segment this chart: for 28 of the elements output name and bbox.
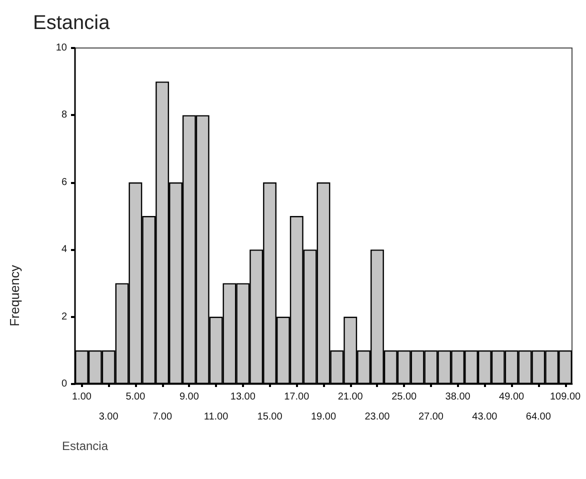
y-tick-label: 0 (61, 378, 68, 390)
y-tick-label: 4 (61, 244, 68, 256)
x-tick-label: 25.00 (392, 392, 418, 402)
x-tick-label: 38.00 (445, 392, 471, 402)
x-tick-label: 43.00 (472, 412, 498, 422)
y-tick-label: 2 (61, 311, 68, 322)
x-tick-label: 17.00 (284, 392, 310, 402)
x-tick-label: 109.00 (550, 392, 582, 402)
x-tick-label: 11.00 (204, 412, 229, 422)
x-tick-label: 7.00 (152, 412, 172, 422)
x-tick-label: 27.00 (418, 412, 444, 422)
x-tick-label: 3.00 (98, 412, 119, 422)
y-tick-label: 6 (61, 176, 68, 188)
x-tick-label: 23.00 (364, 412, 390, 422)
x-tick-label: 15.00 (257, 412, 283, 422)
x-tick-label: 13.00 (230, 392, 256, 402)
y-axis-title: Frequency (7, 264, 22, 326)
x-tick-label: 49.00 (499, 392, 524, 402)
x-tick-label: 64.00 (526, 412, 552, 422)
y-tick-label: 10 (56, 42, 68, 54)
y-tick-label: 8 (61, 110, 68, 121)
x-tick-label: 9.00 (179, 392, 200, 402)
x-tick-label: 1.00 (72, 392, 92, 402)
chart-title: Estancia (33, 12, 111, 34)
x-axis-title: Estancia (62, 439, 108, 453)
x-tick-label: 21.00 (338, 392, 364, 402)
x-tick-label: 19.00 (310, 412, 336, 422)
x-tick-label: 5.00 (126, 392, 146, 402)
